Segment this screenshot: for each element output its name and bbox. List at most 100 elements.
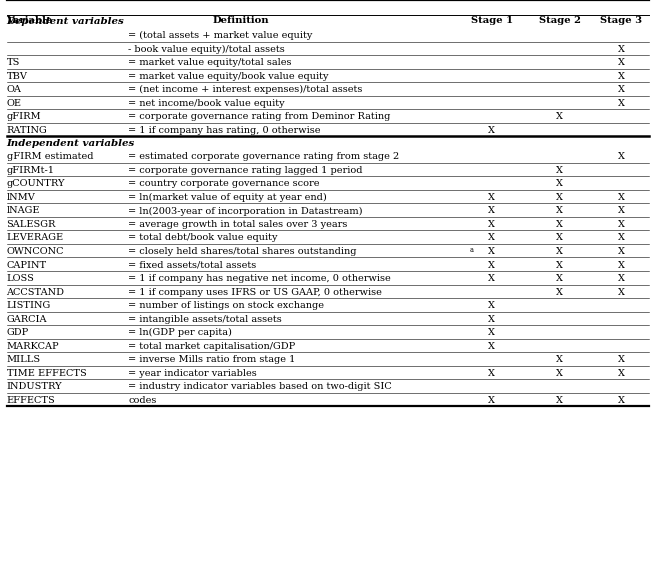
Text: MILLS: MILLS xyxy=(7,355,41,364)
Text: X: X xyxy=(556,247,563,256)
Text: X: X xyxy=(488,274,495,283)
Text: X: X xyxy=(556,288,563,297)
Text: Dependent variables: Dependent variables xyxy=(7,17,124,27)
Text: X: X xyxy=(617,206,625,215)
Text: = closely held shares/total shares outstanding: = closely held shares/total shares outst… xyxy=(128,247,357,256)
Text: - book value equity)/total assets: - book value equity)/total assets xyxy=(128,45,285,54)
Text: X: X xyxy=(488,126,495,135)
Text: X: X xyxy=(488,395,495,404)
Text: = (net income + interest expenses)/total assets: = (net income + interest expenses)/total… xyxy=(128,85,362,95)
Text: = fixed assets/total assets: = fixed assets/total assets xyxy=(128,261,256,270)
Text: GDP: GDP xyxy=(7,328,29,337)
Text: X: X xyxy=(556,369,563,378)
Text: OWNCONC: OWNCONC xyxy=(7,247,64,256)
Text: X: X xyxy=(488,247,495,256)
Text: X: X xyxy=(556,112,563,121)
Text: Independent variables: Independent variables xyxy=(7,139,135,148)
Text: X: X xyxy=(488,220,495,229)
Text: X: X xyxy=(617,355,625,364)
Text: TS: TS xyxy=(7,58,20,67)
Text: = inverse Mills ratio from stage 1: = inverse Mills ratio from stage 1 xyxy=(128,355,295,364)
Text: X: X xyxy=(556,261,563,270)
Text: SALESGR: SALESGR xyxy=(7,220,56,229)
Text: X: X xyxy=(488,193,495,202)
Text: X: X xyxy=(617,288,625,297)
Text: X: X xyxy=(617,369,625,378)
Text: INDUSTRY: INDUSTRY xyxy=(7,382,62,391)
Text: LISTING: LISTING xyxy=(7,301,51,310)
Text: lNAGE: lNAGE xyxy=(7,206,40,215)
Text: X: X xyxy=(556,355,563,364)
Text: gFIRM estimated: gFIRM estimated xyxy=(7,152,93,161)
Text: X: X xyxy=(617,233,625,243)
Text: a: a xyxy=(469,246,473,254)
Text: = 1 if company has negative net income, 0 otherwise: = 1 if company has negative net income, … xyxy=(128,274,391,283)
Text: ACCSTAND: ACCSTAND xyxy=(7,288,64,297)
Text: X: X xyxy=(617,99,625,108)
Text: OE: OE xyxy=(7,99,22,108)
Text: X: X xyxy=(488,328,495,337)
Text: X: X xyxy=(617,247,625,256)
Text: X: X xyxy=(556,206,563,215)
Text: X: X xyxy=(556,233,563,243)
Text: TIME EFFECTS: TIME EFFECTS xyxy=(7,369,87,378)
Text: gFIRM: gFIRM xyxy=(7,112,41,121)
Text: X: X xyxy=(488,342,495,351)
Text: X: X xyxy=(617,152,625,161)
Text: X: X xyxy=(556,166,563,175)
Text: = ln(GDP per capita): = ln(GDP per capita) xyxy=(128,328,232,337)
Text: X: X xyxy=(617,58,625,67)
Text: X: X xyxy=(617,45,625,54)
Text: = 1 if company uses IFRS or US GAAP, 0 otherwise: = 1 if company uses IFRS or US GAAP, 0 o… xyxy=(128,288,382,297)
Text: EFFECTS: EFFECTS xyxy=(7,395,55,404)
Text: gFIRMt-1: gFIRMt-1 xyxy=(7,166,54,175)
Text: X: X xyxy=(617,395,625,404)
Text: Stage 3: Stage 3 xyxy=(600,16,642,25)
Text: LOSS: LOSS xyxy=(7,274,34,283)
Text: = ln(2003-year of incorporation in Datastream): = ln(2003-year of incorporation in Datas… xyxy=(128,206,363,215)
Text: LEVERAGE: LEVERAGE xyxy=(7,233,64,243)
Text: Variable: Variable xyxy=(7,16,53,25)
Text: = market value equity/book value equity: = market value equity/book value equity xyxy=(128,72,329,81)
Text: = intangible assets/total assets: = intangible assets/total assets xyxy=(128,315,282,324)
Text: X: X xyxy=(488,206,495,215)
Text: = number of listings on stock exchange: = number of listings on stock exchange xyxy=(128,301,324,310)
Text: X: X xyxy=(556,395,563,404)
Text: = country corporate governance score: = country corporate governance score xyxy=(128,179,319,188)
Text: X: X xyxy=(556,220,563,229)
Text: X: X xyxy=(488,315,495,324)
Text: X: X xyxy=(617,193,625,202)
Text: X: X xyxy=(488,261,495,270)
Text: gCOUNTRY: gCOUNTRY xyxy=(7,179,65,188)
Text: MARKCAP: MARKCAP xyxy=(7,342,59,351)
Text: = total debt/book value equity: = total debt/book value equity xyxy=(128,233,277,243)
Text: = 1 if company has rating, 0 otherwise: = 1 if company has rating, 0 otherwise xyxy=(128,126,321,135)
Text: OA: OA xyxy=(7,85,22,94)
Text: X: X xyxy=(617,261,625,270)
Text: = market value equity/total sales: = market value equity/total sales xyxy=(128,58,291,67)
Text: X: X xyxy=(617,85,625,94)
Text: X: X xyxy=(556,193,563,202)
Text: = industry indicator variables based on two-digit SIC: = industry indicator variables based on … xyxy=(128,382,392,391)
Text: lNMV: lNMV xyxy=(7,193,35,202)
Text: = corporate governance rating from Deminor Rating: = corporate governance rating from Demin… xyxy=(128,112,390,121)
Text: = ln(market value of equity at year end): = ln(market value of equity at year end) xyxy=(128,193,327,202)
Text: = total market capitalisation/GDP: = total market capitalisation/GDP xyxy=(128,342,295,351)
Text: RATING: RATING xyxy=(7,126,47,135)
Text: = year indicator variables: = year indicator variables xyxy=(128,369,256,378)
Text: X: X xyxy=(617,72,625,81)
Text: X: X xyxy=(556,179,563,188)
Text: Stage 2: Stage 2 xyxy=(539,16,581,25)
Text: = (total assets + market value equity: = (total assets + market value equity xyxy=(128,31,312,41)
Text: X: X xyxy=(488,301,495,310)
Text: = corporate governance rating lagged 1 period: = corporate governance rating lagged 1 p… xyxy=(128,166,363,175)
Text: codes: codes xyxy=(128,395,156,404)
Text: = average growth in total sales over 3 years: = average growth in total sales over 3 y… xyxy=(128,220,348,229)
Text: = estimated corporate governance rating from stage 2: = estimated corporate governance rating … xyxy=(128,152,400,161)
Text: X: X xyxy=(617,220,625,229)
Text: X: X xyxy=(488,369,495,378)
Text: TBV: TBV xyxy=(7,72,28,81)
Text: CAPINT: CAPINT xyxy=(7,261,47,270)
Text: = net income/book value equity: = net income/book value equity xyxy=(128,99,285,108)
Text: GARCIA: GARCIA xyxy=(7,315,47,324)
